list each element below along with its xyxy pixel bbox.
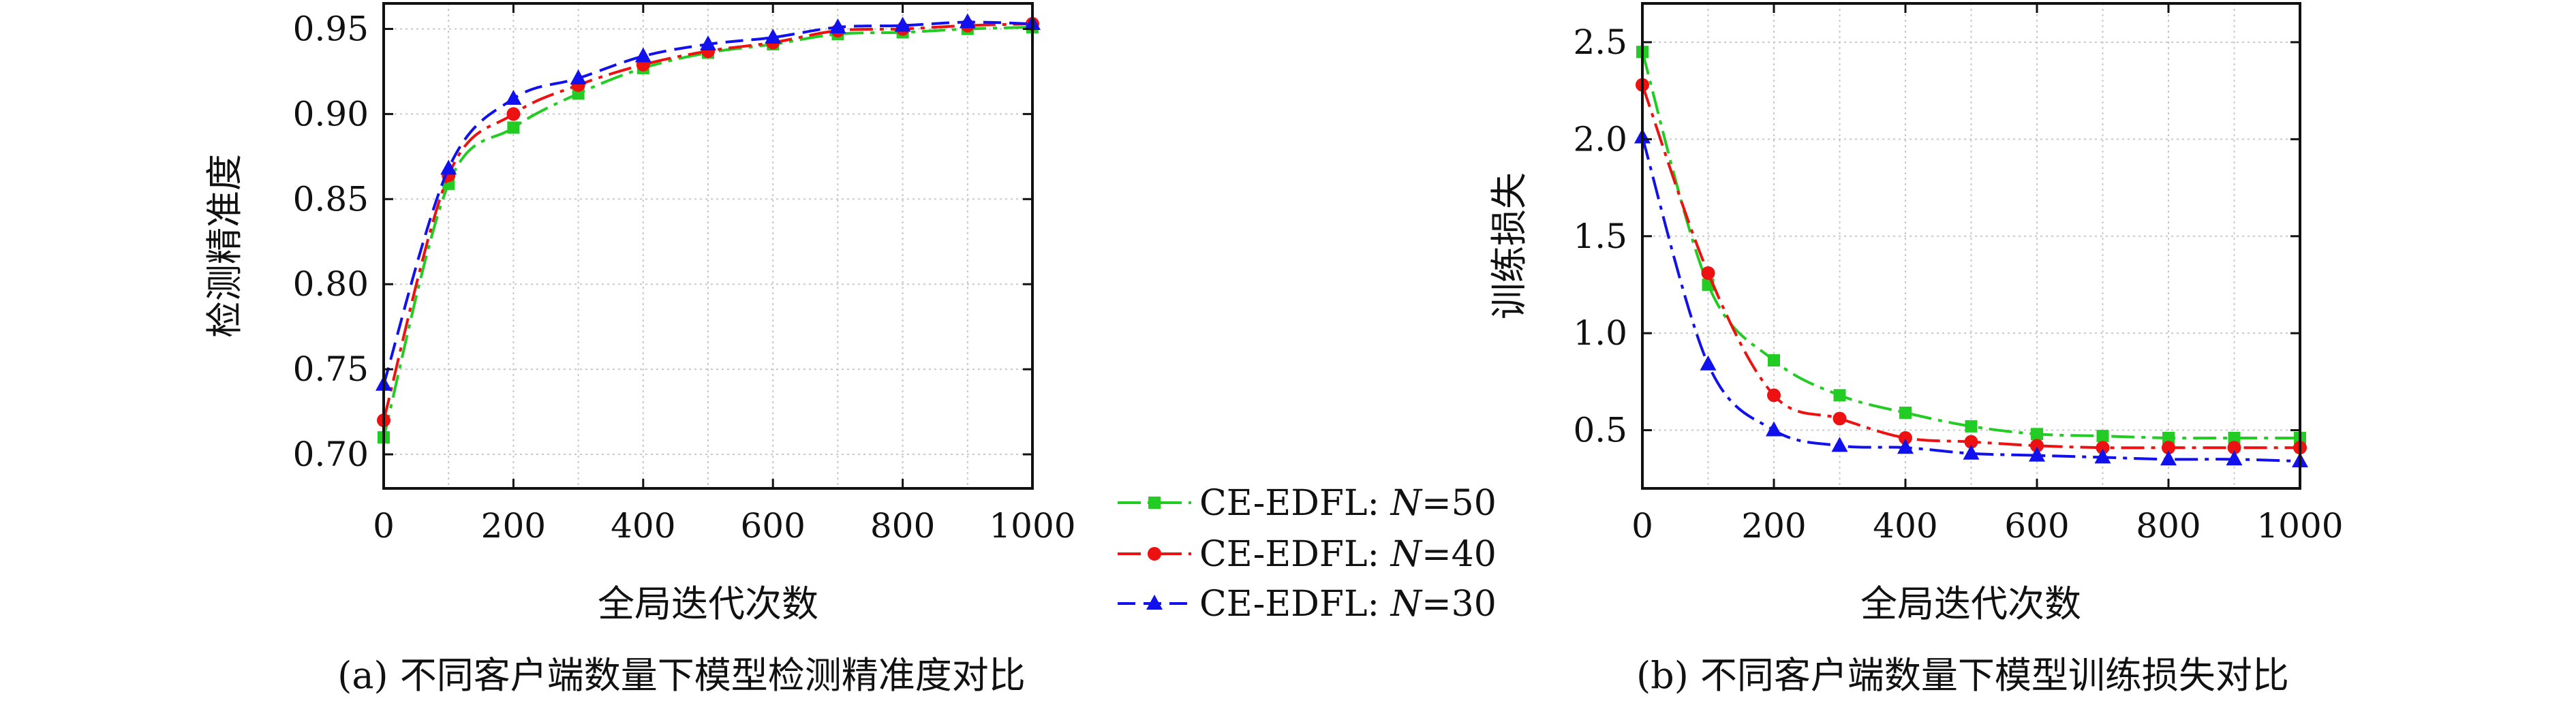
data-point <box>2162 431 2175 444</box>
data-point <box>2227 441 2241 455</box>
data-point <box>634 47 651 63</box>
y-tick-label: 0.5 <box>1573 411 1627 450</box>
data-point <box>1701 266 1715 280</box>
plot-frame <box>1641 2 2301 490</box>
y-tick-label: 0.90 <box>293 94 369 134</box>
data-point <box>700 35 716 50</box>
y-tick-label: 0.70 <box>293 435 369 474</box>
data-point <box>1767 388 1781 403</box>
caption: (a) 不同客户端数量下模型检测精准度对比 <box>337 654 1026 697</box>
data-point <box>1833 389 1846 402</box>
data-point <box>1766 421 1782 437</box>
data-point <box>2029 446 2045 462</box>
y-tick-label: 0.95 <box>293 9 369 48</box>
data-point <box>959 13 976 29</box>
x-tick-label: 400 <box>611 506 675 546</box>
x-axis-label: 全局迭代次数 <box>598 582 818 625</box>
legend-label: CE-EDFL: N=30 <box>1199 584 1497 625</box>
data-point <box>507 121 520 134</box>
caption: (b) 不同客户端数量下模型训练损失对比 <box>1636 654 2289 697</box>
legend-label: CE-EDFL: N=50 <box>1199 483 1497 524</box>
x-tick-label: 200 <box>1741 506 1806 546</box>
data-point <box>2096 430 2109 443</box>
data-point <box>570 69 587 84</box>
data-point <box>506 107 521 121</box>
y-tick-label: 1.0 <box>1573 313 1627 353</box>
legend-label: CE-EDFL: N=40 <box>1199 534 1497 575</box>
data-point <box>2160 450 2177 466</box>
data-point <box>2096 441 2110 455</box>
data-point <box>2226 450 2243 466</box>
x-tick-label: 600 <box>740 506 805 546</box>
x-tick-label: 600 <box>2004 506 2069 546</box>
legend: CE-EDFL: N=50 CE-EDFL: N=40 CE-EDFL: N=30 <box>1118 483 1497 625</box>
panel-loss: 0.51.01.52.02.50 200 400 600 800 1000 全局迭代次数 … <box>1488 2 2344 697</box>
y-tick-label: 2.5 <box>1573 22 1627 62</box>
series-group <box>375 13 1041 444</box>
data-point <box>1899 406 1912 419</box>
tick-labels: 0.5 1.0 1.5 2.0 2.5 0 200 400 600 800 1000 <box>1573 3 2344 546</box>
data-point <box>1700 355 1717 371</box>
data-point <box>829 18 846 33</box>
y-tick-label: 1.5 <box>1573 217 1627 256</box>
y-tick-label: 0.75 <box>293 349 369 389</box>
panel-accuracy: 0.70 0.75 0.80 0.85 0.90 0.95 0 200 400 600 800 100… <box>203 2 1076 697</box>
series-circle <box>1636 78 2307 455</box>
y-tick-label: 0.80 <box>293 264 369 304</box>
data-point <box>2030 439 2044 453</box>
data-point <box>1965 420 1978 433</box>
legend-entry: CE-EDFL: N=50 <box>1118 483 1497 524</box>
data-point <box>1897 439 1914 454</box>
series-line <box>382 20 1033 386</box>
series-triangle <box>1634 128 2308 468</box>
data-point <box>1768 354 1780 367</box>
data-point <box>1833 411 1847 426</box>
data-point <box>1831 437 1848 452</box>
x-tick-label: 200 <box>481 506 546 546</box>
x-tick-label: 1000 <box>989 506 1075 546</box>
x-tick-label: 1000 <box>2256 506 2343 546</box>
legend-entry: CE-EDFL: N=30 <box>1118 584 1497 625</box>
data-point <box>1964 435 1978 449</box>
tick-labels: 0.70 0.75 0.80 0.85 0.90 0.95 0 200 400 600 800 100… <box>293 3 1076 546</box>
data-point <box>505 89 522 105</box>
data-point <box>2228 431 2241 444</box>
x-tick-label: 800 <box>2136 506 2201 546</box>
y-tick-label: 2.0 <box>1573 119 1627 159</box>
x-tick-label: 800 <box>870 506 935 546</box>
series-line <box>1641 136 2301 463</box>
series-triangle <box>375 13 1041 391</box>
data-point <box>1963 444 1980 460</box>
y-axis-label: 训练损失 <box>1488 172 1531 319</box>
legend-marker <box>1148 547 1161 561</box>
data-point <box>765 28 782 44</box>
x-tick-label: 400 <box>1873 506 1937 546</box>
series-group <box>1634 46 2308 468</box>
x-tick-label: 0 <box>1631 506 1653 546</box>
x-tick-label: 0 <box>373 506 395 546</box>
legend-marker <box>1146 595 1163 610</box>
series-square <box>1636 46 2306 444</box>
y-axis-label: 检测精准度 <box>203 154 246 338</box>
data-point <box>2162 441 2175 455</box>
grid <box>384 3 1032 488</box>
data-point <box>440 159 457 175</box>
x-axis-label: 全局迭代次数 <box>1860 582 2081 625</box>
legend-entry: CE-EDFL: N=40 <box>1118 534 1497 575</box>
y-tick-label: 0.85 <box>293 179 369 219</box>
data-point <box>894 16 911 32</box>
data-point <box>1899 430 1912 445</box>
data-point <box>2094 448 2111 464</box>
legend-marker <box>1148 497 1161 509</box>
data-point <box>2031 428 2043 441</box>
grid <box>1642 3 2300 488</box>
plot-frame <box>382 2 1034 490</box>
